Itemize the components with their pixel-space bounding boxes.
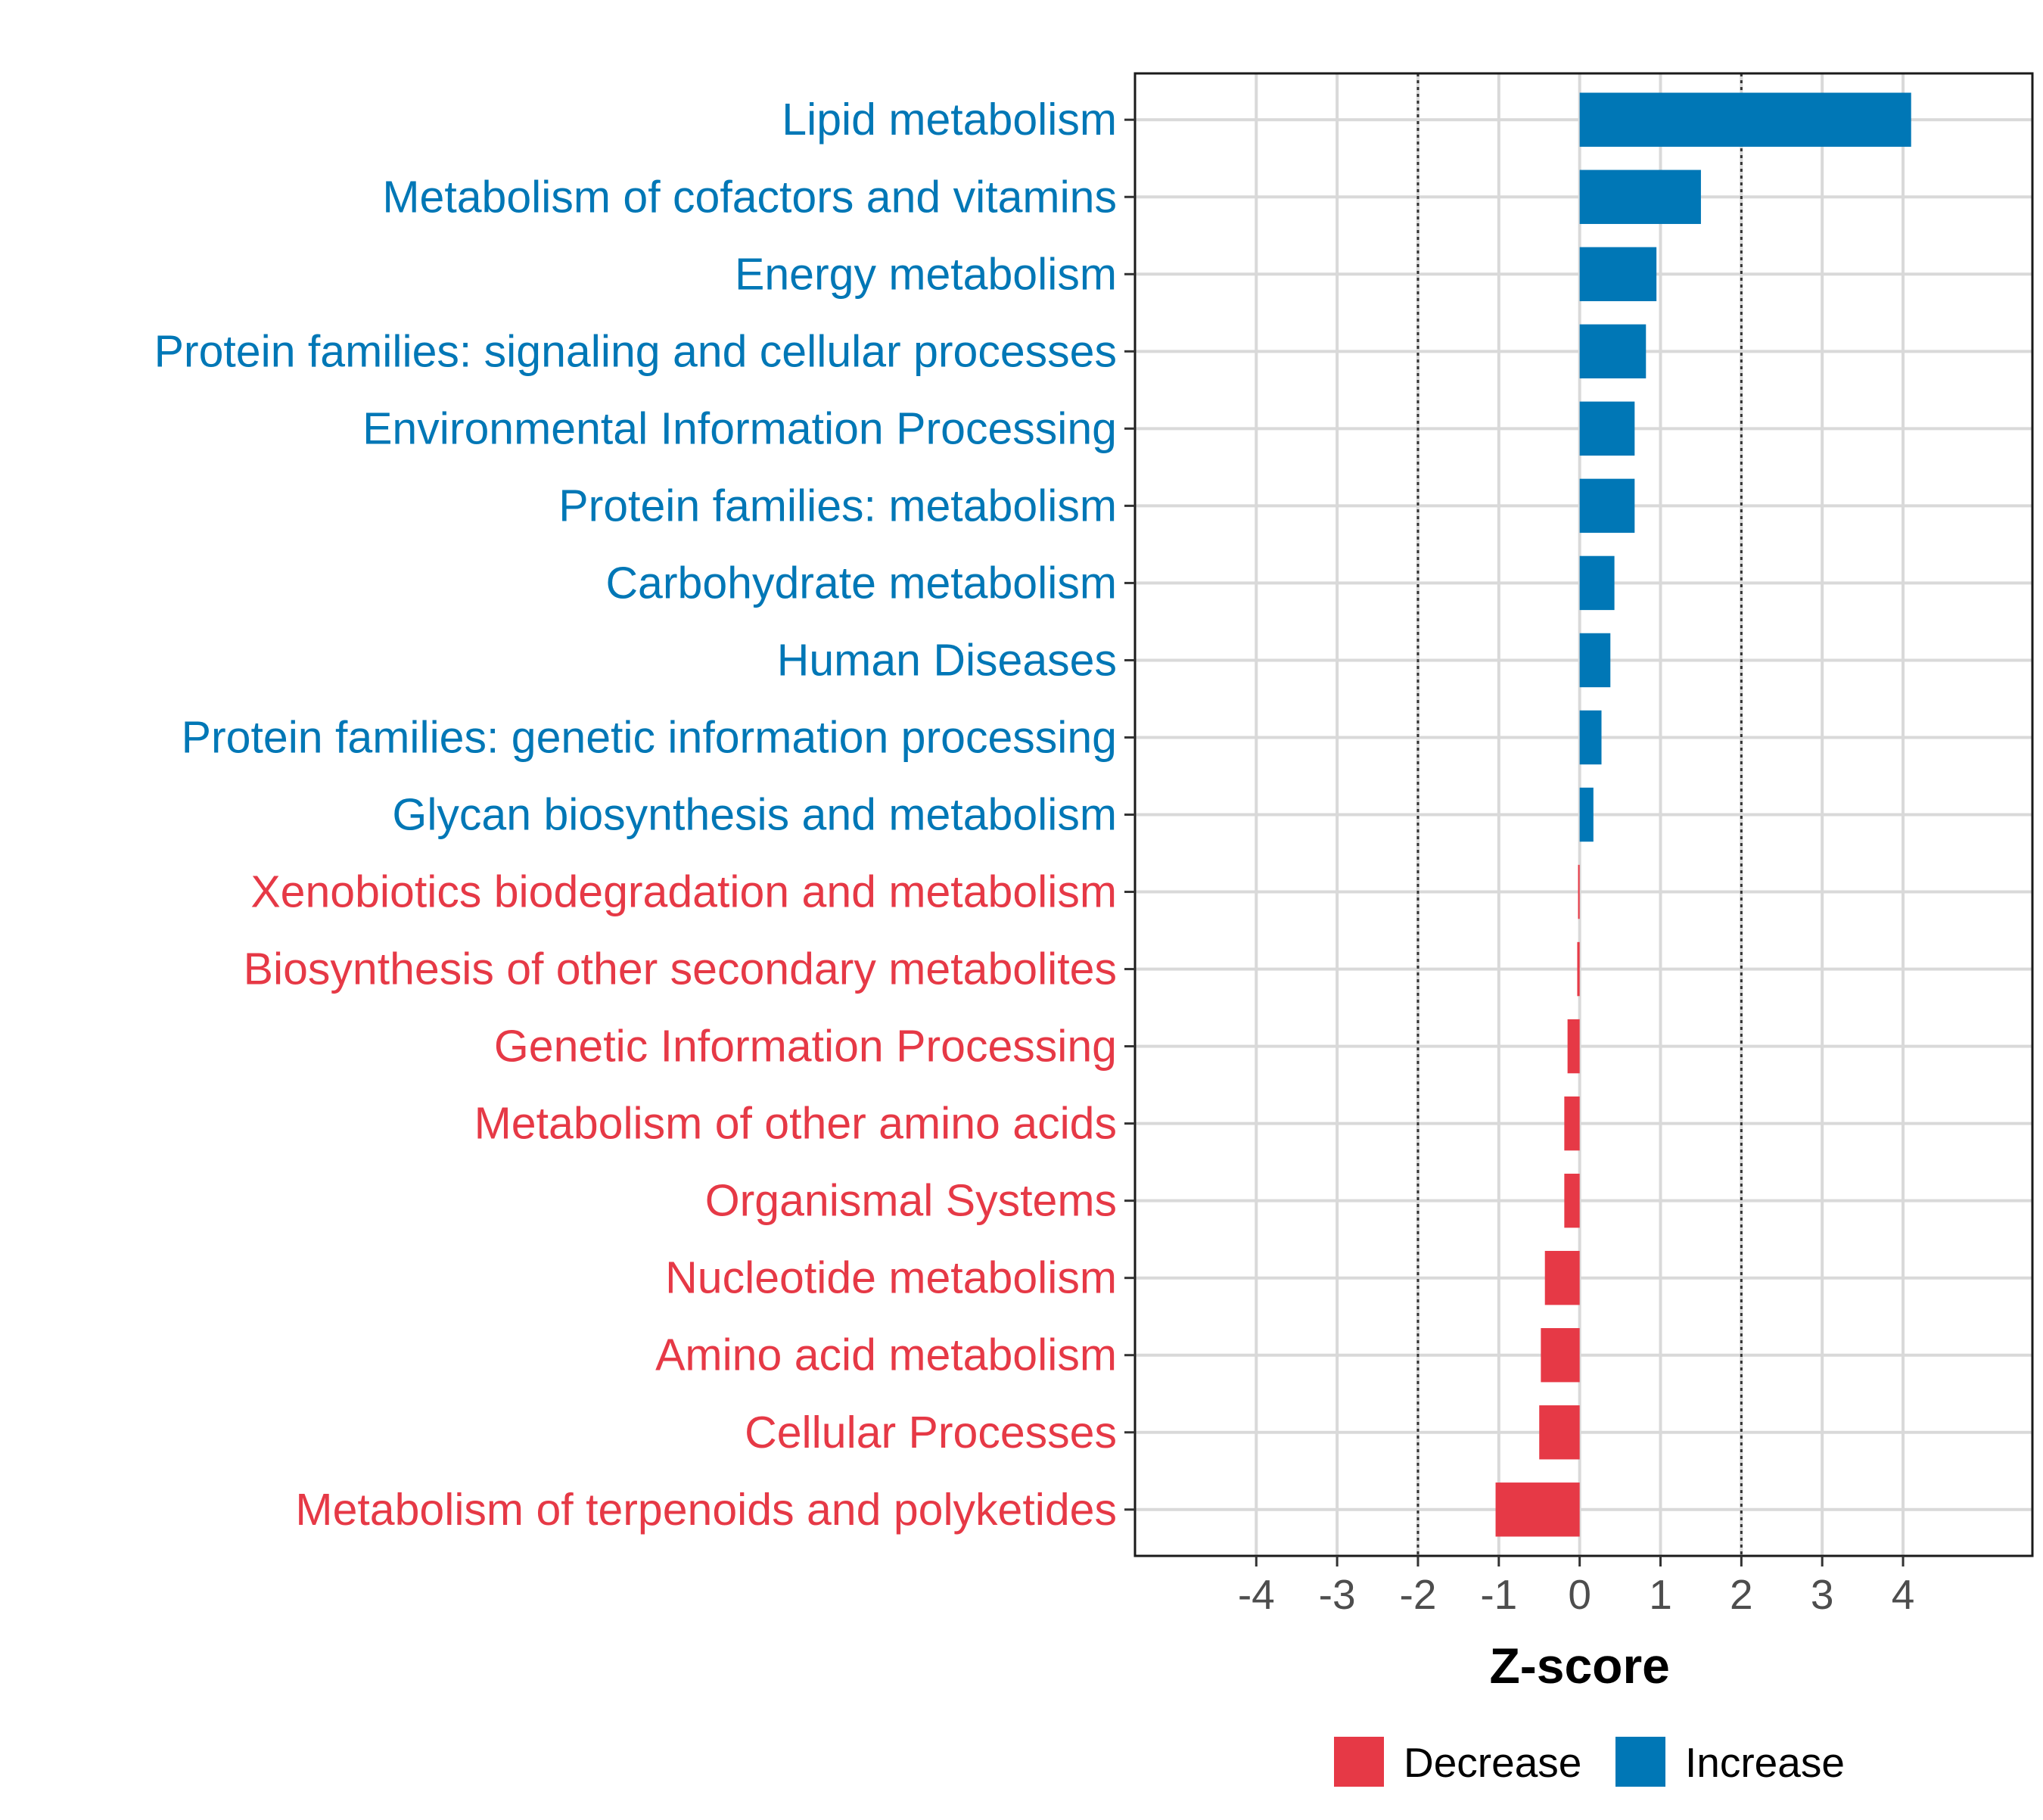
bar [1579,324,1647,379]
x-axis-title: Z-score [1489,1638,1669,1694]
bar [1579,401,1635,456]
x-ticks: -4 -3 -2 -1 0 1 2 3 4 [1238,1556,1915,1618]
category-label: Metabolism of other amino acids [474,1099,1117,1149]
bar [1579,247,1657,301]
category-label: Protein families: signaling and cellular… [154,326,1117,376]
category-label: Cellular Processes [745,1408,1117,1458]
x-tick-label: -4 [1238,1571,1275,1618]
bar [1567,1019,1580,1074]
bar [1578,864,1580,919]
category-label: Xenobiotics biodegradation and metabolis… [250,867,1117,917]
legend-label: Decrease [1404,1739,1581,1786]
category-label: Human Diseases [777,635,1117,685]
bar [1579,710,1602,765]
x-tick-label: 4 [1892,1571,1915,1618]
x-tick-label: -2 [1400,1571,1437,1618]
category-label: Organismal Systems [705,1176,1117,1226]
category-label: Protein families: genetic information pr… [182,712,1117,762]
bars [1495,92,1911,1537]
bar [1564,1096,1580,1151]
x-tick-label: 3 [1811,1571,1834,1618]
legend-swatch [1615,1737,1665,1787]
bar [1579,92,1911,147]
bar [1541,1328,1580,1383]
y-ticks [1124,118,1135,1511]
x-tick-label: 0 [1568,1571,1591,1618]
category-label: Metabolism of terpenoids and polyketides [295,1485,1117,1535]
x-tick-label: 2 [1730,1571,1753,1618]
bar [1579,478,1635,534]
bar [1564,1173,1580,1228]
bar [1495,1482,1580,1537]
legend: Decrease Increase [1334,1737,1845,1787]
x-tick-label: -3 [1319,1571,1356,1618]
x-tick-label: -1 [1480,1571,1517,1618]
bar [1579,170,1701,224]
bar [1579,555,1615,611]
reference-lines [1416,73,1743,1556]
category-label: Amino acid metabolism [655,1330,1117,1380]
category-label: Protein families: metabolism [558,481,1117,530]
bar [1577,941,1580,997]
category-label: Environmental Information Processing [362,403,1117,453]
bar [1579,787,1594,842]
category-label: Genetic Information Processing [494,1022,1117,1072]
category-label: Nucleotide metabolism [665,1253,1117,1303]
legend-swatch [1334,1737,1384,1787]
legend-label: Increase [1685,1739,1845,1786]
category-label: Glycan biosynthesis and metabolism [392,790,1117,840]
category-label: Energy metabolism [735,249,1117,299]
category-label: Carbohydrate metabolism [605,558,1117,608]
category-label: Lipid metabolism [782,95,1117,145]
x-tick-label: 1 [1649,1571,1672,1618]
bar [1544,1250,1580,1305]
bar [1579,633,1611,688]
category-labels: Lipid metabolism Metabolism of cofactors … [154,95,1117,1535]
category-label: Metabolism of cofactors and vitamins [382,172,1117,222]
bar [1539,1405,1580,1460]
category-label: Biosynthesis of other secondary metaboli… [244,944,1117,994]
